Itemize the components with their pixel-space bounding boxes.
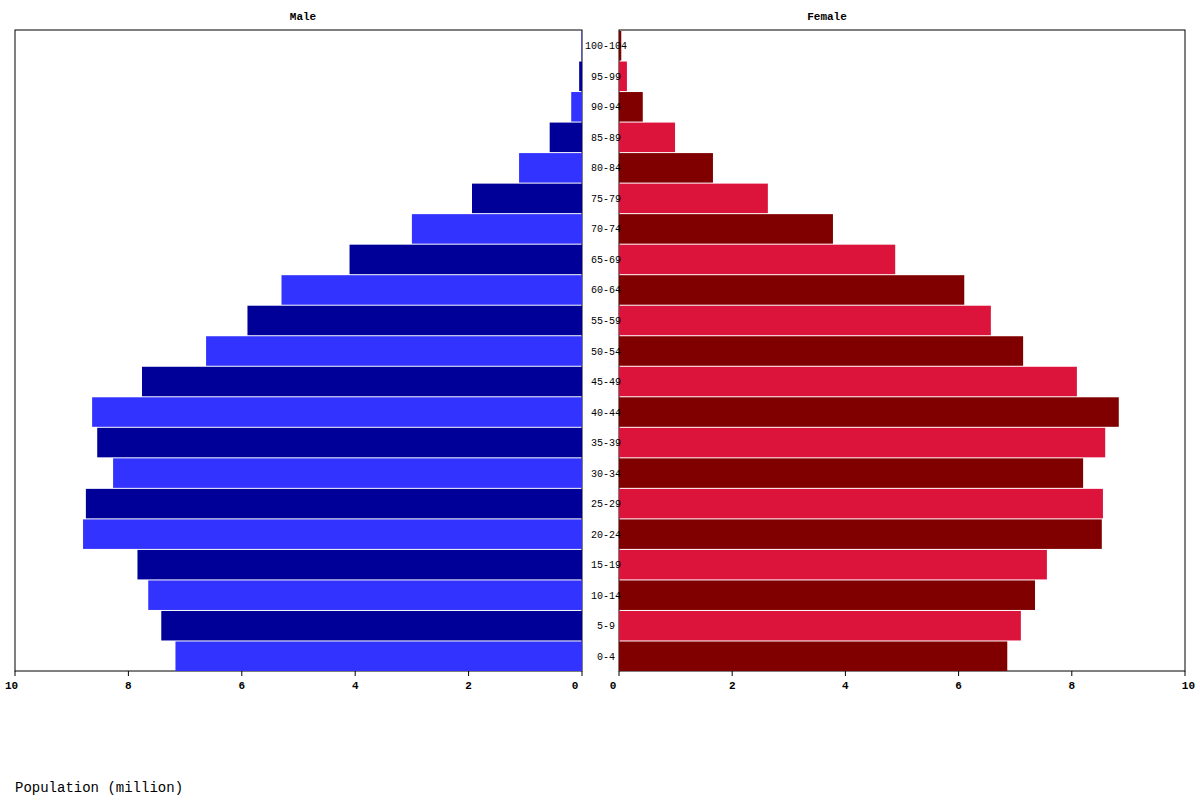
category-label: 45-49 [591,377,621,388]
plot-frame [619,30,1185,671]
bar [619,428,1105,458]
bar [619,519,1102,549]
category-label: 55-59 [591,316,621,327]
tick-label: 6 [955,680,962,692]
tick-label: 2 [465,680,472,692]
tick [355,671,356,676]
bar [619,275,964,305]
bar [581,31,582,61]
tick-label: 8 [125,680,132,692]
bar [161,611,582,641]
bar [619,306,991,336]
bar [619,580,1035,610]
bar [619,458,1083,488]
tick [1071,671,1072,676]
bar [137,550,582,580]
category-label: 60-64 [591,285,621,296]
bar [113,458,582,488]
tick [732,671,733,676]
category-label: 50-54 [591,347,621,358]
bar [550,123,582,153]
bar [148,580,582,610]
bar [86,489,582,519]
tick [1185,671,1186,676]
bar [619,641,1007,671]
bar [579,62,582,92]
bar [619,397,1119,427]
panel-title: Female [807,11,847,23]
category-label: 95-99 [591,72,621,83]
bar [247,306,582,336]
chart: Male 0 2 4 6 8 10 Female 0 2 4 6 8 10 0-4 5-9 10-14 15-19… [0,0,1200,800]
bar [619,184,768,214]
tick-label: 2 [729,680,736,692]
category-label: 65-69 [591,255,621,266]
category-label: 90-94 [591,102,621,113]
bar [92,397,582,427]
tick [241,671,242,676]
category-label: 30-34 [591,469,621,480]
bar [519,153,582,183]
plot-frame [15,30,582,671]
category-label: 70-74 [591,224,621,235]
bar [83,519,582,549]
tick [128,671,129,676]
category-label: 80-84 [591,163,621,174]
tick-label: 10 [5,680,18,692]
category-label: 100-104 [585,41,627,52]
tick-label: 0 [572,680,579,692]
category-label: 5-9 [597,621,615,632]
axis-label: Population (million) [15,780,183,796]
category-label: 85-89 [591,133,621,144]
bar [175,641,582,671]
panel-title: Male [290,11,317,23]
category-label: 10-14 [591,591,621,602]
bar [472,184,582,214]
bar [571,92,582,122]
tick [582,671,583,676]
bar [619,367,1077,397]
bar [281,275,582,305]
tick [958,671,959,676]
bar [619,92,643,122]
bar [206,336,582,366]
bar [412,214,582,244]
tick [845,671,846,676]
bar [350,245,582,275]
category-label: 35-39 [591,438,621,449]
bar [619,489,1103,519]
tick-label: 8 [1068,680,1075,692]
category-label: 20-24 [591,530,621,541]
tick-label: 6 [238,680,245,692]
tick-label: 4 [352,680,359,692]
bar [619,611,1021,641]
tick [468,671,469,676]
bar [97,428,582,458]
bar [619,550,1047,580]
tick-label: 4 [842,680,849,692]
bar [619,123,675,153]
bars [619,31,1119,671]
bar [142,367,582,397]
bar [619,245,895,275]
tick-label: 10 [1182,680,1195,692]
bars [83,31,582,671]
category-label: 25-29 [591,499,621,510]
category-label: 15-19 [591,560,621,571]
tick-label: 0 [610,680,617,692]
bar [619,214,833,244]
tick [619,671,620,676]
bar [619,336,1023,366]
category-label: 0-4 [597,652,615,663]
bar [619,153,713,183]
category-label: 40-44 [591,408,621,419]
category-label: 75-79 [591,194,621,205]
tick [15,671,16,676]
